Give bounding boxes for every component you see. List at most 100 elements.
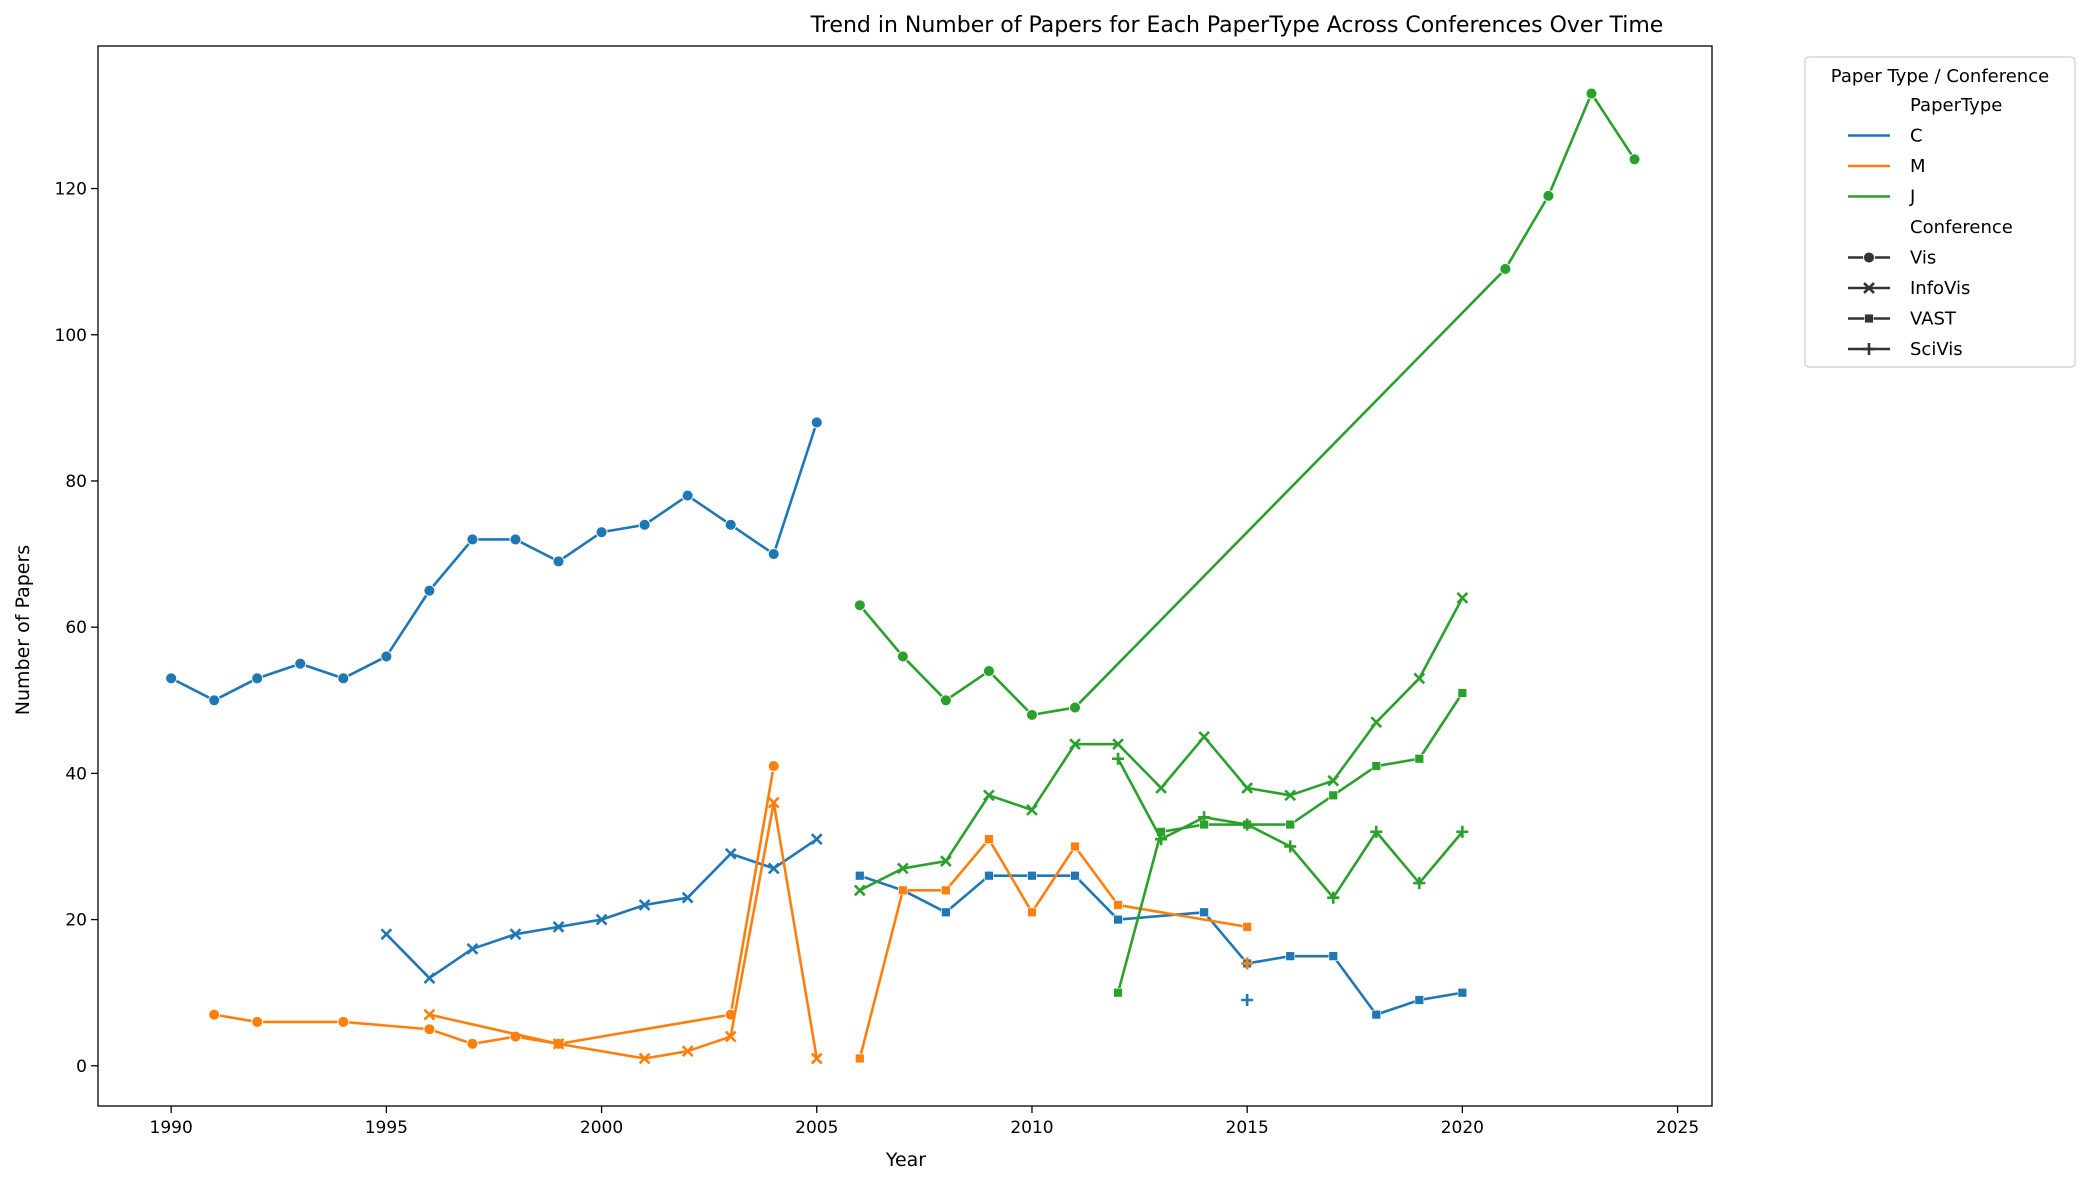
series-line-m-infovis — [427, 801, 819, 1060]
data-point-c-vis — [466, 533, 479, 546]
legend-marker-scivis — [1862, 342, 1876, 356]
data-point-m-vis — [767, 760, 780, 773]
data-point-c-vis — [681, 489, 694, 502]
data-point-j-infovis — [1456, 592, 1469, 604]
data-point-j-scivis — [1198, 811, 1211, 824]
data-point-j-vis — [1628, 153, 1641, 166]
data-point-j-infovis — [1155, 782, 1167, 794]
data-point-m-vast — [1242, 922, 1252, 932]
data-point-m-vis — [423, 1023, 436, 1036]
data-point-m-vis — [251, 1015, 264, 1028]
data-point-c-infovis — [767, 862, 780, 875]
data-point-j-vis — [1069, 701, 1081, 714]
data-point-m-vast — [984, 834, 994, 844]
data-point-c-infovis — [466, 942, 479, 955]
data-point-c-vis — [767, 548, 780, 561]
data-point-c-vast — [1113, 914, 1123, 925]
data-point-c-infovis — [595, 913, 608, 926]
data-point-m-vis — [208, 1008, 221, 1021]
legend-label-m: M — [1910, 156, 1926, 177]
y-tick-label: 120 — [55, 180, 87, 200]
data-point-j-infovis — [1370, 716, 1383, 729]
data-point-c-vast — [1070, 871, 1080, 881]
legend-marker-vast — [1864, 313, 1874, 324]
data-point-c-vis — [552, 555, 565, 568]
data-point-j-infovis — [983, 789, 995, 802]
data-point-j-scivis — [1241, 818, 1254, 831]
data-point-j-infovis — [1112, 738, 1124, 751]
data-point-m-infovis — [638, 1052, 651, 1065]
data-point-j-vast — [1113, 987, 1123, 998]
data-point-c-vis — [337, 672, 350, 685]
data-point-c-vis — [638, 518, 651, 531]
data-point-c-vis — [251, 672, 264, 685]
series-c-scivis — [1241, 993, 1254, 1007]
series-m-infovis — [423, 796, 823, 1065]
y-tick-label: 0 — [76, 1057, 87, 1077]
legend-marker-vis — [1863, 251, 1875, 264]
x-tick-label: 1990 — [150, 1118, 193, 1138]
data-point-j-vast — [1285, 819, 1295, 830]
data-point-c-vast — [1027, 871, 1037, 881]
legend-label-c: C — [1910, 126, 1923, 147]
series-line-c-infovis — [384, 837, 819, 980]
data-point-m-vast — [1027, 907, 1037, 917]
data-point-c-vast — [1199, 907, 1209, 917]
data-point-c-vis — [423, 584, 436, 597]
y-tick-label: 80 — [65, 472, 87, 492]
x-tick-label: 2010 — [1010, 1118, 1053, 1138]
data-point-j-infovis — [1069, 738, 1081, 751]
data-point-j-vast — [1457, 688, 1468, 698]
plot-area — [165, 87, 1641, 1065]
data-point-c-vis — [509, 533, 522, 546]
legend-label-infovis: InfoVis — [1910, 278, 1970, 299]
series-m-scivis — [1241, 957, 1254, 970]
legend-label-vis: Vis — [1910, 248, 1936, 269]
data-point-c-vast — [984, 871, 994, 881]
series-line-c-vast — [858, 874, 1464, 1016]
data-point-c-vis — [595, 526, 608, 539]
legend-label-j: J — [1909, 187, 1915, 208]
legend-label-scivis: SciVis — [1910, 339, 1963, 360]
series-m-vast — [855, 834, 1252, 1064]
data-point-c-infovis — [423, 972, 436, 984]
y-tick-label: 100 — [55, 326, 87, 346]
x-axis-label: Year — [885, 1149, 926, 1171]
data-point-j-infovis — [940, 855, 952, 867]
data-point-c-vis — [294, 657, 307, 670]
data-point-j-vast — [1371, 761, 1381, 771]
data-point-c-vast — [1285, 951, 1295, 961]
series-c-vis — [165, 416, 823, 707]
y-tick-label: 40 — [65, 764, 87, 784]
data-point-c-vast — [1457, 987, 1468, 998]
data-point-m-vast — [941, 885, 951, 896]
series-j-infovis — [853, 592, 1469, 897]
data-point-m-infovis — [810, 1052, 823, 1065]
data-point-c-vis — [724, 518, 737, 531]
data-point-c-vis — [165, 672, 178, 685]
legend: Paper Type / Conference PaperType CMJ Conf… — [1804, 56, 2076, 368]
data-point-j-vis — [1026, 708, 1038, 721]
data-point-j-infovis — [1198, 730, 1210, 743]
data-point-c-vis — [810, 416, 823, 429]
data-point-j-scivis — [1327, 891, 1340, 904]
series-j-vis — [853, 87, 1641, 721]
data-point-j-vast — [1328, 790, 1338, 801]
data-point-j-scivis — [1413, 876, 1426, 890]
data-point-c-infovis — [380, 928, 393, 941]
x-tick-label: 2015 — [1226, 1118, 1269, 1138]
data-point-c-vast — [1371, 1009, 1381, 1020]
data-point-m-vis — [466, 1037, 479, 1050]
data-point-c-infovis — [681, 891, 694, 904]
x-tick-label: 2020 — [1441, 1118, 1484, 1138]
data-point-c-infovis — [810, 833, 823, 846]
chart-title: Trend in Number of Papers for Each Paper… — [810, 13, 1664, 38]
series-line-m-vis — [212, 764, 776, 1046]
series-line-j-infovis — [858, 596, 1465, 893]
data-point-c-infovis — [724, 847, 737, 860]
legend-section-title: PaperType — [1910, 95, 2002, 116]
data-point-j-infovis — [1413, 672, 1426, 685]
legend-marker-infovis — [1863, 282, 1875, 294]
data-point-j-vis — [939, 694, 952, 707]
plot-frame — [97, 45, 1713, 1107]
